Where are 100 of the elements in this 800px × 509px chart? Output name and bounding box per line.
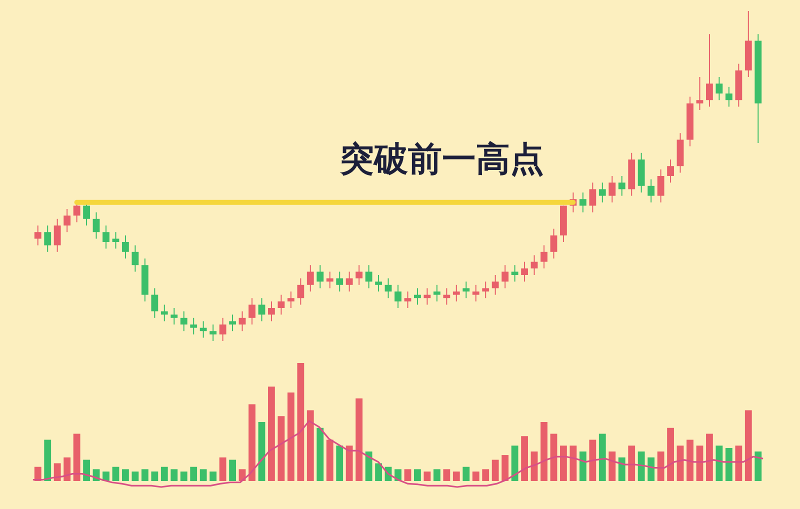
candlestick [608,176,616,203]
bar [356,398,363,481]
bar [462,466,470,481]
bar [297,363,304,481]
bar [268,386,275,481]
ref-line-label: 突破前一高点 [338,139,544,180]
bar [452,472,460,481]
bar [151,472,158,481]
candlestick [492,274,499,296]
candlestick [316,264,324,289]
bar [54,463,61,481]
candlestick [404,291,412,308]
candlestick [64,208,71,233]
candlestick [219,317,226,342]
candlestick [248,298,256,325]
bar [141,469,148,481]
bar [696,446,704,481]
bar [278,416,285,481]
candlestick [258,298,266,322]
candlestick [472,284,480,302]
candlestick [375,274,382,292]
bar [608,452,616,481]
bar [502,455,509,481]
candlestick [346,271,353,292]
bar [686,440,694,481]
candlestick [657,168,664,203]
candlestick [424,288,431,306]
candlestick [180,310,188,332]
bar [744,410,752,481]
candlestick [540,244,548,269]
bar [716,446,723,481]
candlestick [696,76,704,110]
candlestick [356,264,363,286]
bar [404,469,412,481]
bar [443,469,450,481]
bar [472,472,480,481]
bar [287,392,294,481]
bar [560,446,567,481]
candlestick [550,228,558,259]
bar [190,466,198,481]
bar [132,472,139,481]
bar [170,469,178,481]
candlestick [112,232,120,250]
candlestick [306,264,314,292]
candlestick [278,294,285,316]
bar [589,440,596,481]
candlestick [170,308,178,325]
candlestick [238,310,246,332]
candlestick [667,159,674,184]
candlestick [394,284,402,308]
bar [676,446,684,481]
bar [579,452,586,481]
candlestick [132,244,139,272]
bar [511,446,518,481]
candlestick [433,284,440,302]
bar [306,410,314,481]
candlestick [102,225,110,250]
candlestick [229,314,236,332]
bar [667,428,674,481]
candlestick [190,317,198,335]
bar [414,469,421,481]
bar [122,469,129,481]
bar [258,422,266,481]
candlestick [618,176,626,196]
candlestick [521,261,528,282]
candlestick [336,271,344,292]
bar [83,460,90,481]
candlestick [122,234,129,259]
bar [598,434,606,481]
bar [521,436,528,481]
bar [316,428,324,481]
bar [64,457,71,481]
bar [160,466,168,481]
candlestick [725,86,732,108]
candlestick [462,281,470,299]
candlestick [210,324,217,342]
candlestick [200,320,207,338]
candlestick [511,264,518,282]
bar [180,472,188,481]
candlestick [598,182,606,203]
candlestick [326,271,334,289]
candlestick [268,300,275,322]
candlestick [384,278,392,299]
bar [618,457,626,481]
bar [706,434,713,481]
candlestick [414,288,421,306]
candlestick [716,76,723,101]
bar [44,440,52,481]
bar [424,472,431,481]
bar [550,434,558,481]
candlestick [151,288,158,318]
candlestick [579,192,586,213]
bar [346,446,353,481]
candlestick [589,182,596,213]
bar [725,448,732,481]
candlestick [530,254,538,276]
bar [754,452,762,481]
candlestick [297,278,304,306]
candlestick [34,225,42,246]
bar [210,472,217,481]
